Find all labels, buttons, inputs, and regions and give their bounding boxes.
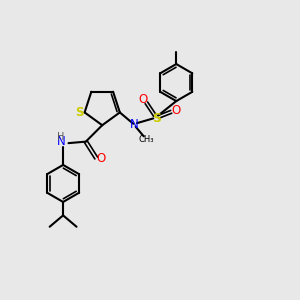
- Text: H: H: [57, 132, 65, 142]
- Text: S: S: [75, 106, 83, 119]
- Text: CH₃: CH₃: [138, 135, 154, 144]
- Text: O: O: [96, 152, 105, 165]
- Text: S: S: [152, 112, 161, 125]
- Text: O: O: [138, 93, 147, 106]
- Text: N: N: [130, 118, 138, 131]
- Text: O: O: [171, 104, 180, 117]
- Text: N: N: [57, 135, 65, 148]
